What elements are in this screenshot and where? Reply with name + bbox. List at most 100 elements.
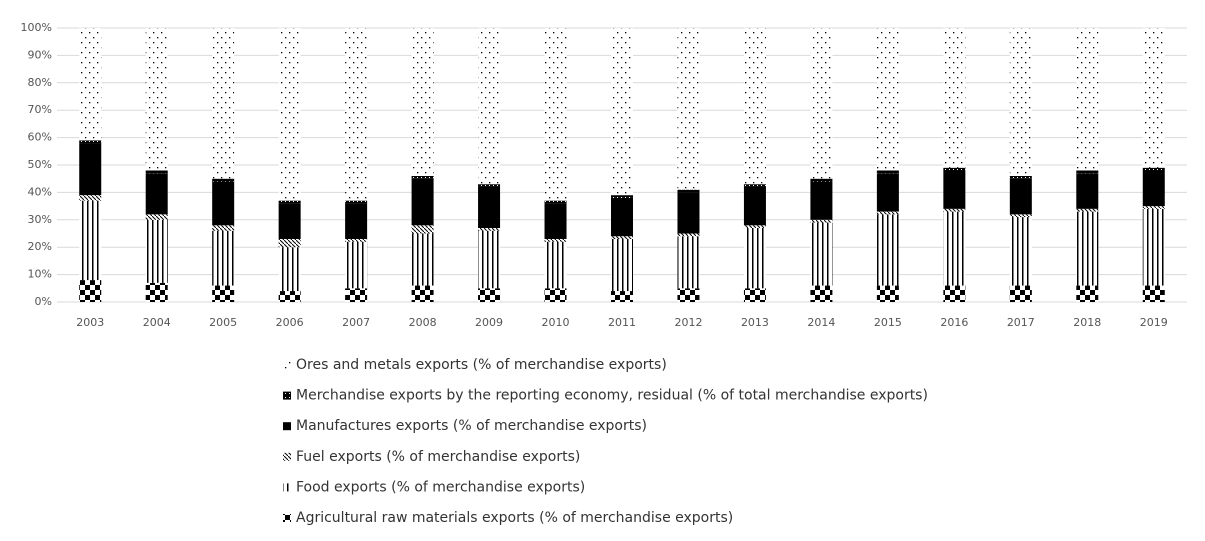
- bar-segment: [79, 200, 102, 281]
- y-tick-label: 90%: [28, 48, 52, 61]
- y-tick-label: 70%: [28, 103, 52, 116]
- bar-segment: [544, 288, 567, 302]
- bar-segment: [79, 143, 102, 196]
- bar-segment: [810, 285, 833, 302]
- bar-segment: [943, 211, 966, 286]
- bar-segment: [611, 238, 633, 292]
- bar-segment: [1076, 170, 1099, 174]
- bar-segment: [677, 233, 700, 237]
- y-tick-label: 10%: [28, 268, 52, 281]
- legend-swatch: [283, 514, 291, 522]
- bar-segment: [478, 288, 501, 302]
- bar-segment: [1076, 285, 1099, 302]
- bar-segment: [212, 285, 235, 302]
- bar-segment: [810, 181, 833, 220]
- bar-segment: [278, 200, 301, 204]
- y-tick-label: 0%: [35, 295, 52, 308]
- bar-segment: [345, 238, 368, 242]
- bar-segment: [278, 238, 301, 248]
- bar-segment: [1009, 285, 1032, 302]
- x-tick-label: 2003: [76, 316, 104, 329]
- bar-segment: [876, 285, 899, 302]
- bar-segment: [411, 285, 434, 302]
- bar-segment: [1076, 28, 1099, 171]
- x-tick-label: 2011: [608, 316, 636, 329]
- bar-segment: [411, 233, 434, 286]
- bar-segment: [278, 247, 301, 292]
- bar-segment: [1142, 208, 1165, 286]
- bar-segment: [278, 291, 301, 302]
- bar-segment: [1009, 214, 1032, 218]
- bar-segment: [345, 288, 368, 302]
- bar-segment: [145, 28, 168, 171]
- bar-segment: [743, 225, 766, 229]
- bar-segment: [544, 241, 567, 289]
- bar-segment: [411, 28, 434, 176]
- bar-segment: [345, 241, 368, 289]
- bar-segment: [1009, 217, 1032, 286]
- legend-label: Food exports (% of merchandise exports): [296, 479, 585, 495]
- y-tick-label: 20%: [28, 240, 52, 253]
- bar-segment: [79, 140, 102, 144]
- legend-swatch: [283, 361, 291, 369]
- bar-segment: [1142, 28, 1165, 168]
- legend-label: Manufactures exports (% of merchandise e…: [296, 418, 647, 434]
- x-tick-label: 2016: [940, 316, 968, 329]
- bar-segment: [145, 214, 168, 220]
- bar-segment: [1009, 175, 1032, 179]
- bar-segment: [611, 28, 633, 196]
- bar-segment: [212, 28, 235, 179]
- bar-segment: [677, 236, 700, 289]
- bar-segment: [876, 173, 899, 212]
- bar-segment: [677, 288, 700, 302]
- x-tick-label: 2007: [342, 316, 370, 329]
- legend-label: Merchandise exports by the reporting eco…: [296, 388, 928, 404]
- bar-segment: [943, 28, 966, 168]
- y-tick-label: 80%: [28, 76, 52, 89]
- bar-segment: [810, 222, 833, 286]
- bar-segment: [212, 230, 235, 286]
- y-tick-label: 40%: [28, 185, 52, 198]
- bar-segment: [943, 208, 966, 212]
- bar-segment: [743, 28, 766, 185]
- legend-label: Ores and metals exports (% of merchandis…: [296, 357, 667, 373]
- bar-segment: [411, 225, 434, 234]
- bar-segment: [79, 195, 102, 201]
- bar-segment: [345, 200, 368, 204]
- bar-segment: [743, 228, 766, 289]
- bar-segment: [876, 170, 899, 174]
- bar-segment: [212, 225, 235, 231]
- x-tick-label: 2005: [209, 316, 237, 329]
- bar-segment: [1076, 211, 1099, 286]
- bar-segment: [1142, 206, 1165, 209]
- bar-segment: [810, 219, 833, 223]
- bar-segment: [677, 189, 700, 193]
- bar-segment: [1142, 170, 1165, 207]
- y-tick-label: 60%: [28, 131, 52, 144]
- x-tick-label: 2010: [542, 316, 570, 329]
- bar-segment: [943, 285, 966, 302]
- bar-segment: [145, 219, 168, 283]
- legend-label: Fuel exports (% of merchandise exports): [296, 449, 580, 465]
- bar-segment: [544, 203, 567, 239]
- bar-segment: [544, 200, 567, 204]
- legend-swatch: [283, 422, 291, 431]
- legend-swatch: [283, 483, 291, 492]
- bar-segment: [743, 184, 766, 187]
- bar-segment: [876, 214, 899, 286]
- bar-segment: [478, 186, 501, 229]
- bar-segment: [278, 28, 301, 201]
- bar-segment: [212, 178, 235, 182]
- bar-segment: [1142, 167, 1165, 171]
- x-tick-label: 2006: [276, 316, 304, 329]
- x-tick-label: 2013: [741, 316, 769, 329]
- y-tick-label: 100%: [21, 21, 52, 34]
- x-tick-label: 2012: [674, 316, 702, 329]
- bar-segment: [1009, 178, 1032, 215]
- bar-segment: [611, 197, 633, 237]
- bar-segment: [79, 280, 102, 302]
- x-tick-label: 2004: [143, 316, 171, 329]
- bar-segment: [1009, 28, 1032, 176]
- x-tick-label: 2014: [807, 316, 835, 329]
